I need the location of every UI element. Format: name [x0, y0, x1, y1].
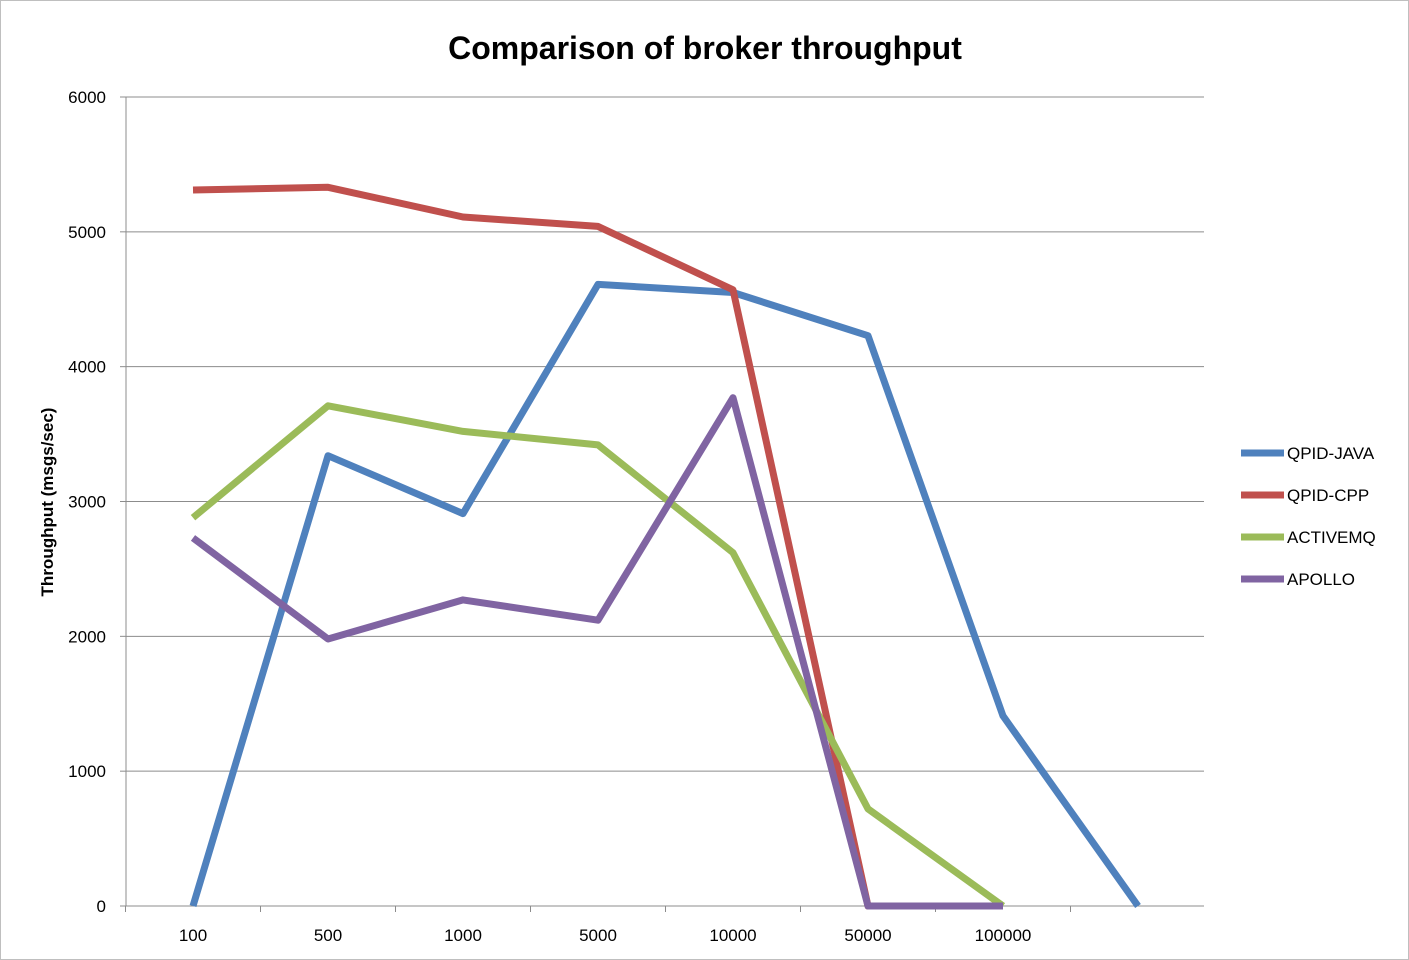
y-tick-label: 4000 — [68, 358, 106, 377]
legend: QPID-JAVA QPID-CPP ACTIVEMQ APOLLO — [1241, 444, 1376, 589]
series-line-apollo — [190, 394, 1003, 910]
series-line-activemq — [190, 402, 1006, 909]
legend-label-qpid-cpp: QPID-CPP — [1287, 486, 1369, 505]
y-axis-label: Throughput (msgs/sec) — [38, 408, 57, 597]
x-tick-label: 100 — [179, 926, 207, 945]
y-tick-label: 3000 — [68, 493, 106, 512]
x-tick-label: 100000 — [975, 926, 1032, 945]
legend-label-qpid-java: QPID-JAVA — [1287, 444, 1375, 463]
x-tick-label: 500 — [314, 926, 342, 945]
x-tick-label: 1000 — [444, 926, 482, 945]
y-tick-label: 6000 — [68, 88, 106, 107]
series-line-qpid-java — [189, 280, 1141, 909]
legend-label-apollo: APOLLO — [1287, 570, 1355, 589]
y-tick-label: 5000 — [68, 223, 106, 242]
grid-layer — [126, 96, 1204, 907]
x-tick-label: 5000 — [579, 926, 617, 945]
y-tick-label: 2000 — [68, 627, 106, 646]
legend-label-activemq: ACTIVEMQ — [1287, 528, 1376, 547]
x-tick-label: 10000 — [709, 926, 756, 945]
chart-title: Comparison of broker throughput — [448, 30, 962, 66]
y-tick-label: 0 — [97, 897, 106, 916]
y-tick-label: 1000 — [68, 762, 106, 781]
series-line-qpid-cpp — [192, 183, 1003, 910]
axis-layer: 0 1000 2000 3000 4000 5000 6000 100 500 1000 5000 1… — [68, 88, 1071, 945]
x-tick-label: 50000 — [844, 926, 891, 945]
series-layer — [189, 183, 1141, 910]
